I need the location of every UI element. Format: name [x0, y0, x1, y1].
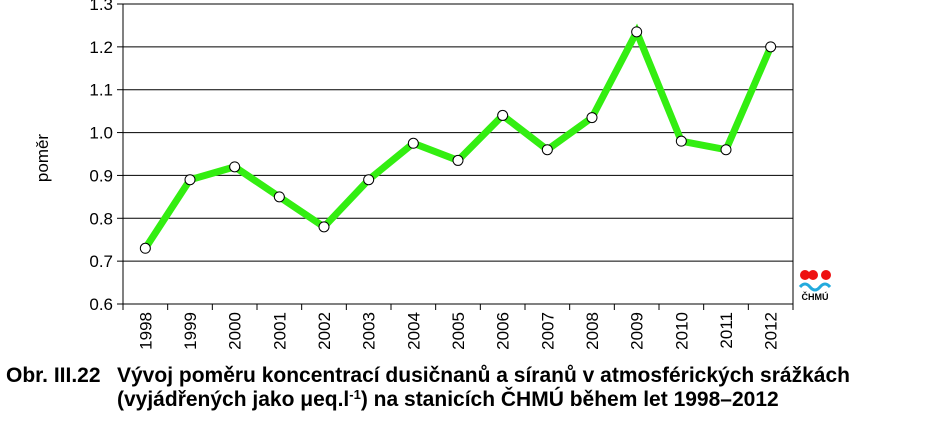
caption-superscript: -1 [349, 387, 361, 402]
caption-text-2b: ) na stanicích ČHMÚ během let 1998–2012 [360, 388, 779, 411]
logo-wave [798, 282, 832, 292]
data-point [184, 174, 196, 186]
x-tick-label: 2000 [226, 312, 245, 350]
caption-line-1: Obr. III.22 Vývoj poměru koncentrací dusi… [6, 364, 950, 388]
figure-caption: Obr. III.22 Vývoj poměru koncentrací dusi… [6, 364, 950, 412]
data-point [497, 109, 509, 121]
y-axis-label: poměr [33, 134, 52, 183]
line-chart: 0.6 0.7 0.8 0.9 1.0 1.1 1.2 1.3 1998 1999 2000 200… [33, 0, 832, 350]
data-point [407, 137, 419, 149]
caption-text-2a: (vyjádřených jako μeq.l [117, 388, 350, 411]
data-point [675, 135, 687, 147]
data-point [720, 144, 732, 156]
y-tick-label: 0.9 [89, 166, 113, 185]
series-line [139, 23, 777, 254]
x-tick-label: 2009 [628, 312, 647, 350]
y-tick-label: 0.6 [89, 295, 113, 314]
data-point [229, 161, 241, 173]
x-tick-label: 2008 [583, 312, 602, 350]
y-tick-label: 1.0 [89, 124, 113, 143]
logo-dot-right [821, 270, 831, 280]
data-point [765, 41, 777, 53]
x-axis: 1998 1999 2000 2001 2002 2003 2004 2005 2006 2007… [122, 304, 794, 350]
caption-line-2: (vyjádřených jako μeq.l-1) na stanicích … [6, 388, 950, 412]
x-tick-label: 2010 [672, 312, 691, 350]
x-tick-label: 2002 [315, 312, 334, 350]
data-point [586, 112, 598, 124]
x-tick-label: 2006 [494, 312, 513, 350]
chmu-logo: ČHMÚ [798, 270, 832, 302]
data-point [139, 242, 151, 254]
x-tick-label: 2003 [360, 312, 379, 350]
gridlines [123, 46, 793, 262]
plot-frame [122, 3, 794, 305]
logo-dot-left [800, 270, 810, 280]
data-point [273, 191, 285, 203]
data-point [631, 26, 643, 38]
x-tick-label: 2012 [762, 312, 781, 350]
y-tick-label: 0.7 [89, 252, 113, 271]
y-axis: 0.6 0.7 0.8 0.9 1.0 1.1 1.2 1.3 [89, 0, 123, 314]
logo-dot-mid [808, 270, 818, 280]
y-tick-label: 0.8 [89, 209, 113, 228]
data-point [541, 144, 553, 156]
logo-text: ČHMÚ [802, 291, 829, 302]
x-tick-label: 2011 [717, 312, 736, 349]
x-tick-label: 2004 [404, 312, 423, 350]
data-point [452, 154, 464, 166]
x-tick-label: 2005 [449, 312, 468, 350]
x-tick-label: 2007 [538, 312, 557, 350]
y-tick-label: 1.2 [89, 38, 113, 57]
y-tick-label: 1.1 [89, 81, 113, 100]
figure-number: Obr. III.22 [6, 364, 101, 387]
data-point [318, 221, 330, 233]
caption-text-1: Vývoj poměru koncentrací dusičnanů a sír… [117, 364, 850, 387]
y-tick-label: 1.3 [89, 0, 113, 14]
data-point [363, 174, 375, 186]
x-tick-label: 2001 [270, 312, 289, 350]
x-tick-label: 1999 [181, 312, 200, 350]
x-tick-label: 1998 [136, 312, 155, 350]
